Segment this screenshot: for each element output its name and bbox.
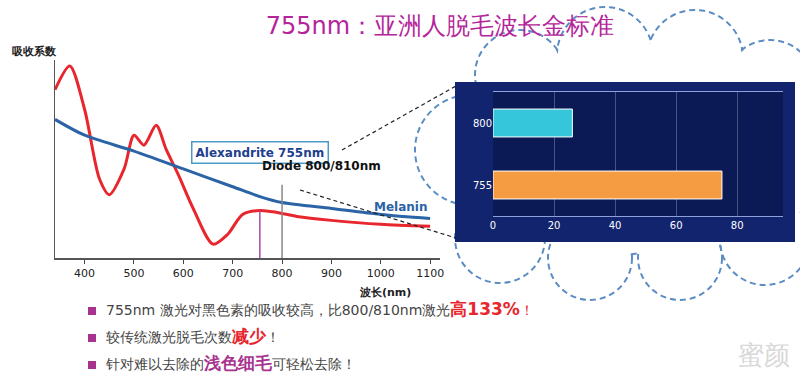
html-text:蜜颜: 蜜颜 (738, 340, 790, 370)
svg-text:500: 500 (123, 267, 144, 280)
svg-text:Diode 800/810nm: Diode 800/810nm (262, 159, 381, 173)
html-text:针对难以去除的浅色细毛可轻松去除！: 针对难以去除的浅色细毛可轻松去除！ (106, 353, 356, 373)
html-text:755nm：亚洲人脱毛波长金标准: 755nm：亚洲人脱毛波长金标准 (265, 12, 615, 40)
svg-text:吸收系数: 吸收系数 (12, 45, 57, 58)
svg-text:Melanin: Melanin (374, 200, 428, 214)
svg-text:1000: 1000 (367, 267, 395, 280)
svg-text:700: 700 (222, 267, 243, 280)
svg-text:40: 40 (609, 220, 622, 231)
svg-text:20: 20 (548, 220, 561, 231)
svg-text:800: 800 (473, 118, 492, 129)
svg-text:1100: 1100 (416, 267, 444, 280)
svg-text:80: 80 (731, 220, 744, 231)
svg-text:60: 60 (670, 220, 683, 231)
html-text:较传统激光脱毛次数减少！: 较传统激光脱毛次数减少！ (106, 326, 280, 346)
html-text:755nm 激光对黑色素的吸收较高，比800/810nm激光: 755nm 激光对黑色素的吸收较高，比800/810nm激光高133%！ (106, 299, 534, 319)
svg-text:755: 755 (473, 180, 492, 191)
svg-text:0: 0 (490, 220, 496, 231)
svg-text:900: 900 (321, 267, 342, 280)
svg-text:400: 400 (74, 267, 95, 280)
svg-text:波长(nm): 波长(nm) (359, 286, 411, 299)
svg-text:800: 800 (272, 267, 293, 280)
svg-text:Alexandrite 755nm: Alexandrite 755nm (196, 146, 325, 160)
svg-text:600: 600 (173, 267, 194, 280)
